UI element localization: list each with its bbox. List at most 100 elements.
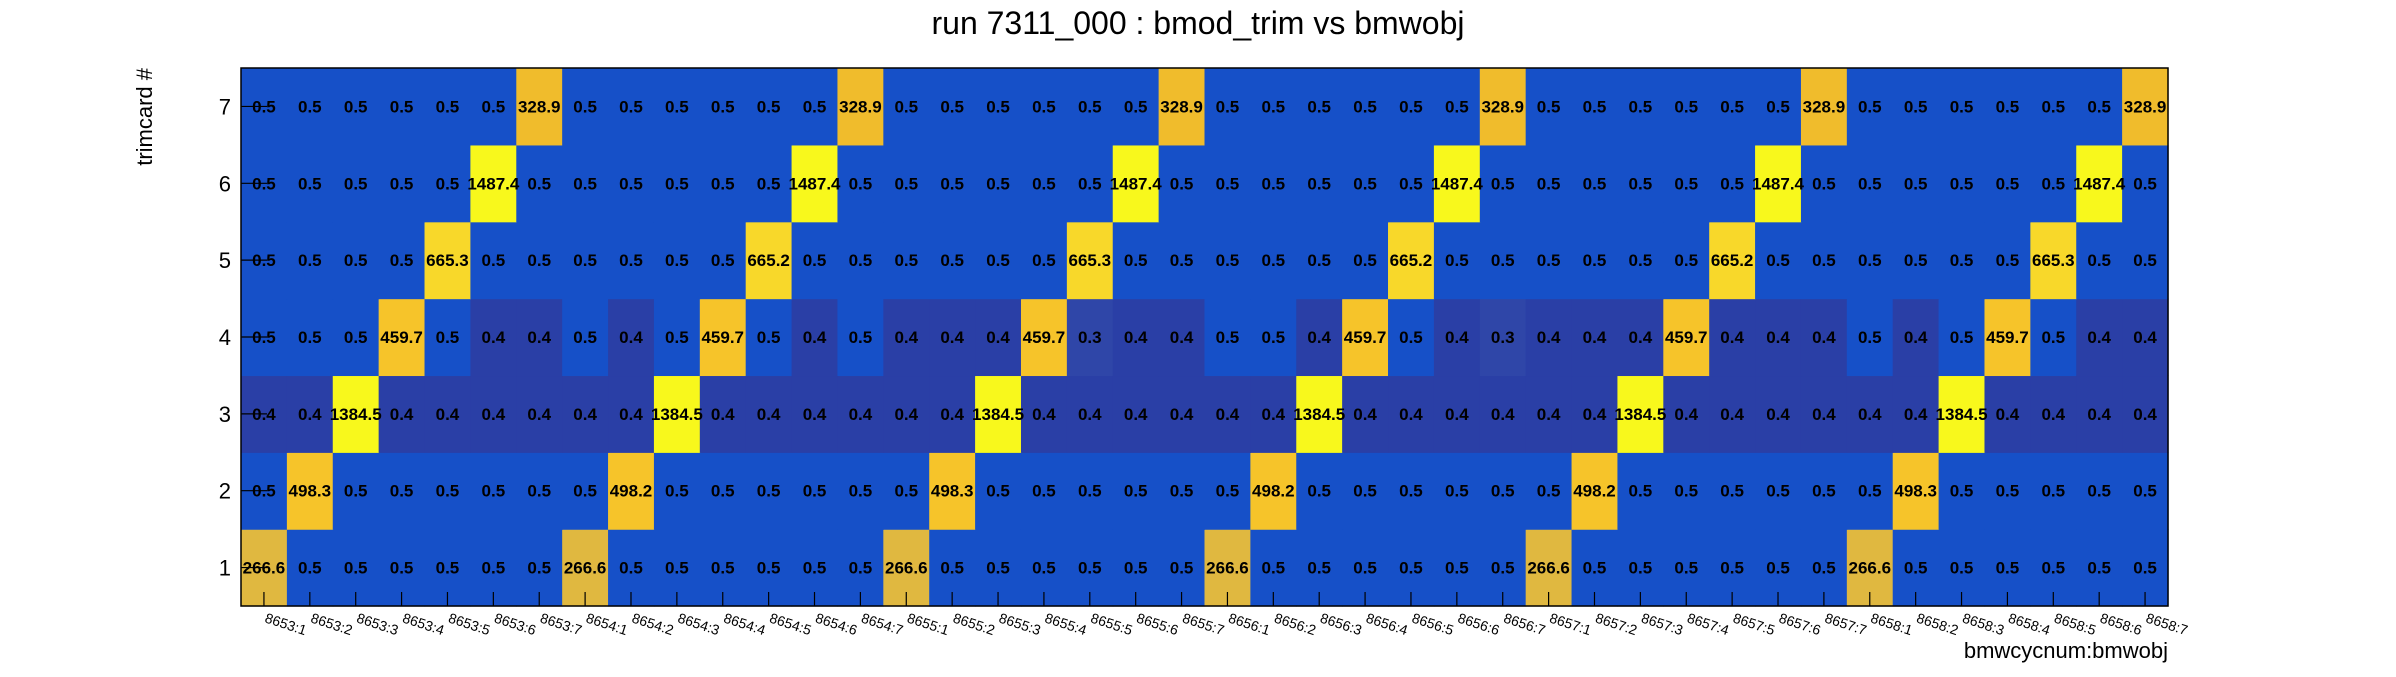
heatmap-cell (837, 68, 884, 146)
cell-value-label: 0.4 (1353, 405, 1377, 424)
cell-value-label: 0.5 (1307, 559, 1331, 578)
cell-value-label: 0.5 (2087, 251, 2111, 270)
heatmap-cell (1342, 221, 1389, 300)
heatmap-cell (1617, 452, 1664, 530)
cell-value-label: 0.5 (711, 251, 735, 270)
cell-value-label: 0.5 (1307, 97, 1331, 116)
cell-value-label: 0.5 (619, 559, 643, 578)
cell-value-label: 0.5 (1950, 251, 1974, 270)
cell-value-label: 0.5 (2087, 559, 2111, 578)
cell-value-label: 0.5 (940, 174, 964, 193)
heatmap-cell (608, 144, 655, 223)
heatmap-cell (2030, 452, 2077, 530)
heatmap-cell (1617, 221, 1664, 300)
cell-value-label: 0.5 (298, 559, 322, 578)
x-tick-label: 8653:7 (538, 610, 584, 639)
y-tick-label: 5 (219, 248, 231, 273)
cell-value-label: 0.4 (803, 405, 827, 424)
heatmap-cell (699, 221, 747, 300)
cell-value-label: 0.5 (1353, 174, 1377, 193)
heatmap-cell (332, 452, 380, 530)
heatmap-cell (516, 452, 563, 530)
y-tick-label: 6 (219, 171, 231, 196)
heatmap-cell (1663, 298, 1710, 377)
heatmap-cell (516, 144, 563, 223)
x-tick-label: 8655:4 (1043, 610, 1089, 639)
heatmap-cell (1388, 452, 1435, 530)
cell-value-label: 0.5 (849, 251, 873, 270)
cell-value-label: 0.5 (482, 559, 506, 578)
heatmap-cell (1709, 68, 1756, 146)
heatmap-cell (1800, 144, 1848, 223)
cell-value-label: 0.5 (1858, 174, 1882, 193)
heatmap-cell (1388, 298, 1435, 377)
heatmap-cell (1020, 221, 1068, 300)
cell-value-label: 328.9 (1481, 97, 1524, 116)
x-tick-label: 8653:1 (263, 610, 309, 639)
heatmap-cell-labels: 266.6 0.5 0.5 0.5 0.5 0.5 0.5 266.6 0.5 0.5 0.5 0.5… (243, 97, 2167, 577)
cell-value-label: 0.5 (1583, 97, 1607, 116)
heatmap-cell (516, 298, 563, 377)
cell-value-label: 0.5 (1766, 97, 1790, 116)
heatmap-cell (1066, 68, 1114, 146)
cell-value-label: 0.4 (298, 405, 322, 424)
x-tick-label: 8656:5 (1410, 610, 1456, 639)
heatmap-cell (1617, 298, 1664, 377)
cell-value-label: 498.2 (1252, 482, 1295, 501)
cell-value-label: 0.4 (1078, 405, 1102, 424)
heatmap-cell (883, 68, 930, 146)
heatmap-cell (1112, 68, 1160, 146)
x-tick-label: 8655:2 (951, 610, 997, 639)
cell-value-label: 266.6 (564, 559, 607, 578)
x-tick-label: 8655:7 (1181, 610, 1227, 639)
cell-value-label: 0.4 (1307, 328, 1331, 347)
x-tick-labels: 8653:1 8653:2 8653:3 8653:4 8653:5 8653:6 8653… (263, 610, 2190, 639)
heatmap-cell (2076, 298, 2123, 377)
x-tick-label: 8657:1 (1548, 610, 1594, 639)
cell-value-label: 0.4 (1399, 405, 1423, 424)
cell-value-label: 0.5 (436, 174, 460, 193)
x-tick-label: 8656:2 (1272, 610, 1318, 639)
cell-value-label: 0.5 (527, 482, 551, 501)
heatmap-cell (1204, 144, 1251, 223)
cell-value-label: 0.5 (803, 251, 827, 270)
heatmap-cell (470, 221, 517, 300)
x-tick-label: 8655:3 (997, 610, 1043, 639)
heatmap-cell (1846, 221, 1894, 300)
cell-value-label: 0.5 (1307, 174, 1331, 193)
heatmap-cell (1204, 298, 1251, 377)
x-tick-label: 8658:4 (2006, 610, 2052, 639)
cell-value-label: 0.4 (1996, 405, 2020, 424)
heatmap-cell (1433, 68, 1481, 146)
cell-value-label: 1384.5 (1293, 405, 1345, 424)
heatmap-cell (1250, 375, 1297, 453)
heatmap-cell (378, 452, 426, 530)
cell-value-label: 0.4 (1766, 328, 1790, 347)
cell-value-label: 0.5 (1032, 97, 1056, 116)
cell-value-label: 1487.4 (1431, 174, 1484, 193)
cell-value-label: 0.5 (1307, 251, 1331, 270)
cell-value-label: 328.9 (518, 97, 561, 116)
heatmap-cell (1479, 375, 1527, 453)
heatmap-cell (1800, 298, 1848, 377)
cell-value-label: 0.4 (1720, 328, 1744, 347)
cell-value-label: 0.5 (940, 251, 964, 270)
cell-value-label: 459.7 (1023, 328, 1066, 347)
x-tick-label: 8657:3 (1639, 610, 1685, 639)
cell-value-label: 0.4 (986, 328, 1010, 347)
cell-value-label: 0.5 (436, 97, 460, 116)
cell-value-label: 0.5 (711, 559, 735, 578)
cell-value-label: 0.5 (1307, 482, 1331, 501)
heatmap-cell (1892, 375, 1940, 453)
cell-value-label: 0.5 (1353, 559, 1377, 578)
cell-value-label: 0.5 (390, 482, 414, 501)
x-tick-label: 8658:2 (1915, 610, 1961, 639)
cell-value-label: 0.5 (1674, 559, 1698, 578)
x-tick-label: 8657:7 (1823, 610, 1869, 639)
heatmap-cell (883, 375, 930, 453)
heatmap-cell (1433, 298, 1481, 377)
heatmap-cell (1846, 144, 1894, 223)
cell-value-label: 0.5 (298, 174, 322, 193)
heatmap-cell (286, 375, 334, 453)
cell-value-label: 0.5 (1720, 482, 1744, 501)
